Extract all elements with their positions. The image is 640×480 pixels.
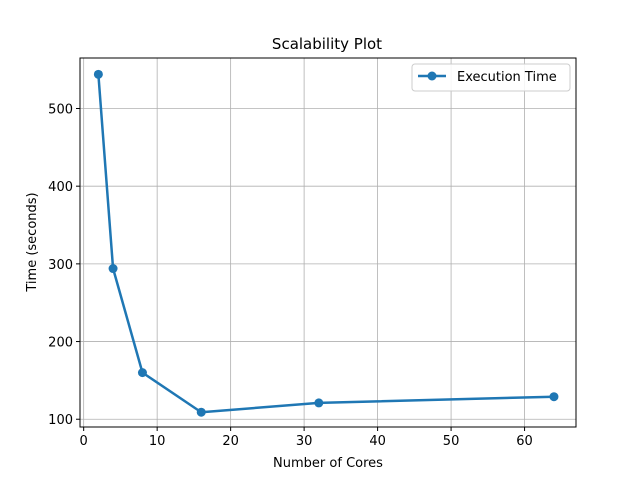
data-point	[196, 407, 206, 417]
data-point	[108, 264, 118, 274]
legend-label: Execution Time	[457, 70, 557, 85]
y-axis-label: Time (seconds)	[25, 192, 40, 292]
data-point	[93, 69, 103, 79]
y-tick-label: 400	[48, 180, 73, 195]
x-tick-label: 50	[443, 434, 460, 449]
x-tick-label: 40	[369, 434, 386, 449]
legend: Execution Time	[411, 63, 571, 92]
x-tick-label: 20	[222, 434, 239, 449]
y-tick-label: 200	[48, 336, 73, 351]
y-tick-label: 300	[48, 258, 73, 273]
data-point	[549, 392, 559, 402]
x-tick-label: 60	[516, 434, 533, 449]
axis-ticks: 0 10 20 30 40 50 60 100 200 300 400 500	[48, 102, 533, 449]
data-point	[314, 398, 324, 408]
x-tick-label: 30	[296, 434, 313, 449]
series-line	[97, 74, 554, 414]
x-tick-label: 10	[149, 434, 166, 449]
grid	[80, 58, 576, 427]
y-tick-label: 100	[48, 413, 73, 428]
y-tick-label: 500	[48, 102, 73, 117]
data-point	[137, 368, 147, 378]
x-tick-label: 0	[80, 434, 88, 449]
legend-marker-sample	[427, 71, 437, 81]
plot-frame	[79, 57, 577, 428]
series-layer	[93, 69, 559, 417]
chart-title: Scalability Plot	[272, 35, 382, 53]
x-axis-label: Number of Cores	[273, 456, 383, 471]
legend-box	[411, 63, 571, 92]
